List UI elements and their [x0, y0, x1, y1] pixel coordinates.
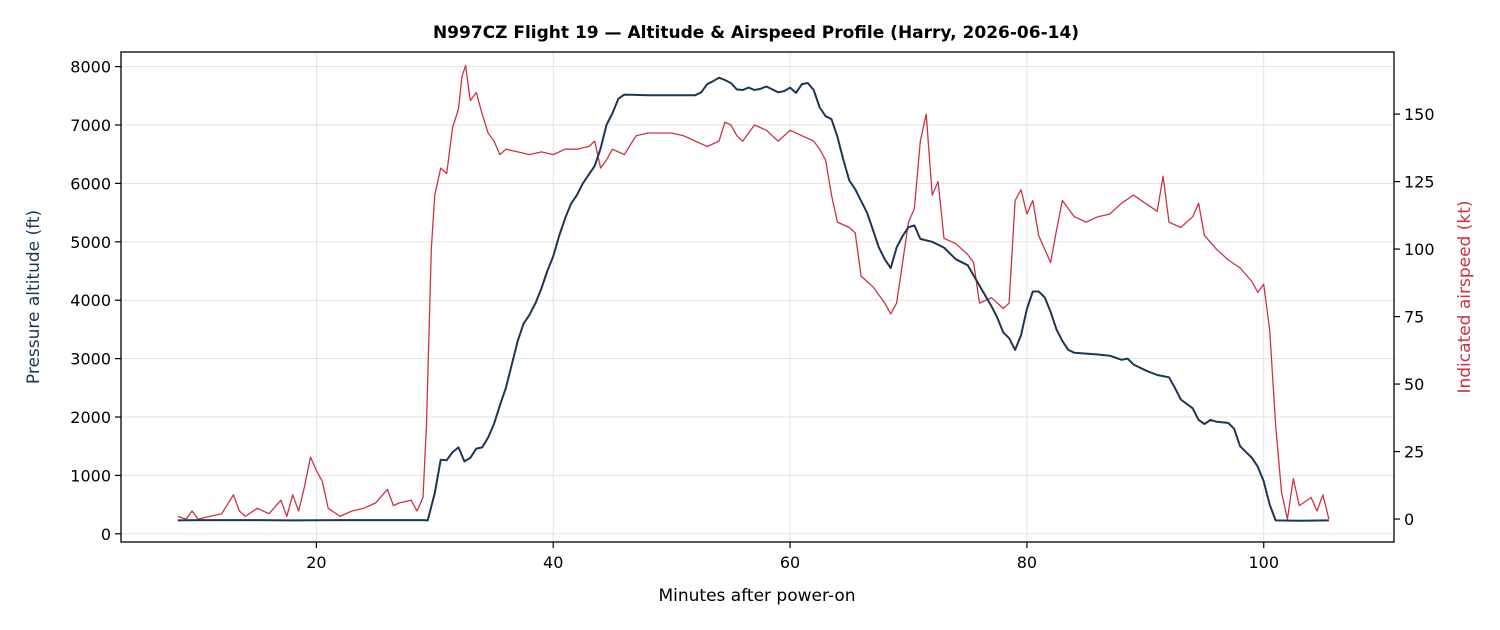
x-tick-label: 40 — [543, 553, 563, 572]
y-tick-label: 5000 — [70, 233, 111, 252]
plot-frame — [120, 51, 1395, 543]
y-tick-label: 1000 — [70, 466, 111, 485]
grid — [121, 52, 1394, 542]
y-tick-label: 7000 — [70, 116, 111, 135]
plot-lines — [177, 64, 1330, 522]
airspeed-line — [177, 64, 1330, 520]
x-tick-label: 60 — [780, 553, 800, 572]
y2-tick-label: 100 — [1404, 240, 1435, 259]
y-tick-label: 2000 — [70, 408, 111, 427]
y-axis-right: 0 25 50 75 100 125 150 — [1394, 105, 1435, 529]
y2-tick-label: 50 — [1404, 375, 1424, 394]
y2-tick-label: 125 — [1404, 173, 1435, 192]
y-tick-label: 8000 — [70, 58, 111, 77]
y-tick-label: 6000 — [70, 174, 111, 193]
y-axis-left-title: Pressure altitude (ft) — [24, 210, 44, 384]
y-axis-right-title: Indicated airspeed (kt) — [1455, 200, 1475, 393]
y2-tick-label: 150 — [1404, 105, 1435, 124]
y-tick-label: 3000 — [70, 350, 111, 369]
x-axis: 20 40 60 80 100 — [306, 542, 1279, 572]
x-tick-label: 20 — [306, 553, 326, 572]
chart-title: N997CZ Flight 19 — Altitude & Airspeed P… — [433, 23, 1079, 43]
x-axis-title: Minutes after power-on — [658, 586, 855, 606]
altitude-line — [177, 76, 1329, 522]
y2-tick-label: 25 — [1404, 443, 1424, 462]
x-tick-label: 80 — [1017, 553, 1037, 572]
y-axis-left: 0 1000 2000 3000 4000 5000 6000 7000 8000 — [70, 58, 121, 544]
y2-tick-label: 75 — [1404, 308, 1424, 327]
x-tick-label: 100 — [1248, 553, 1279, 572]
y2-tick-label: 0 — [1404, 510, 1414, 529]
y-tick-label: 4000 — [70, 291, 111, 310]
y-tick-label: 0 — [101, 525, 111, 544]
